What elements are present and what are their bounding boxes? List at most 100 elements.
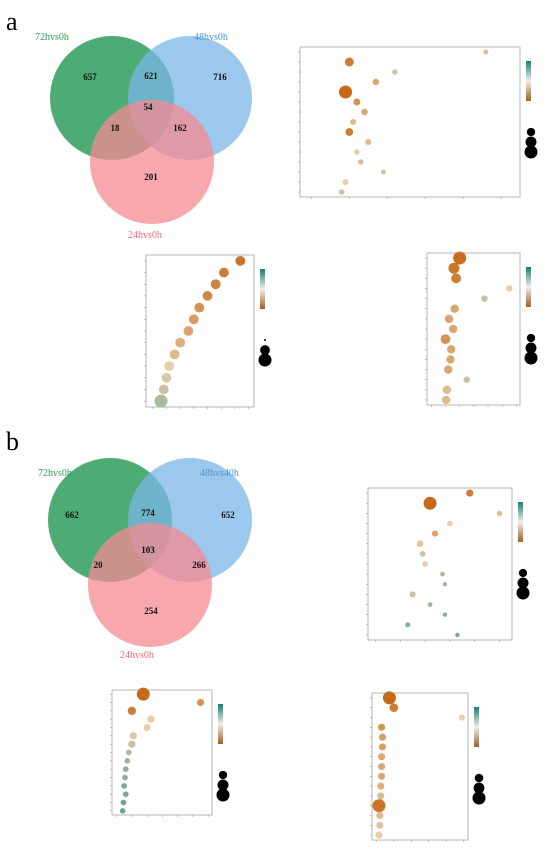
venn-b-count-only-a: 662 [65, 510, 79, 520]
data-point [344, 57, 354, 67]
data-point [427, 602, 433, 607]
data-point [377, 782, 385, 790]
data-point [361, 108, 368, 116]
venn-a-count-only-b: 716 [213, 72, 227, 82]
venn-diagram-a: 72hvs0h 48hvs0h 24hvs0h 657 716 201 621 … [35, 32, 252, 241]
data-point [446, 345, 456, 354]
panel-label-b: b [6, 427, 19, 456]
data-point [127, 706, 137, 716]
pvalue-colorbar [526, 61, 531, 101]
data-point [389, 703, 399, 712]
number-legend-dot [524, 145, 538, 159]
venn-b-label-2: 48hvs40h [200, 468, 239, 479]
venn-diagram-b: 72hvs0h 48hvs40h 24hvs0h 662 652 254 774… [38, 458, 252, 661]
data-point [431, 530, 439, 537]
data-point [440, 571, 445, 577]
data-point [169, 349, 180, 360]
data-point [378, 753, 386, 761]
venn-b-count-bc: 266 [192, 560, 206, 570]
data-point [122, 766, 129, 773]
data-point [442, 612, 448, 617]
pvalue-colorbar [218, 704, 223, 744]
data-point [354, 149, 360, 155]
data-point [466, 489, 474, 497]
data-point [154, 394, 168, 408]
data-point [121, 783, 128, 789]
data-point [219, 267, 229, 278]
plot-frame [367, 487, 513, 641]
data-point [143, 723, 151, 732]
venn-a-count-ab: 621 [144, 71, 158, 81]
number-legend-dot [525, 136, 537, 148]
pvalue-colorbar [526, 267, 531, 307]
bubble-plot-5 [110, 687, 230, 817]
data-point [444, 314, 454, 324]
data-point [458, 714, 465, 721]
data-point [183, 326, 194, 336]
data-point [235, 255, 246, 266]
venn-b-count-only-b: 652 [221, 510, 235, 520]
data-point [125, 749, 132, 756]
data-point [446, 355, 455, 364]
data-point [372, 78, 380, 86]
data-point [382, 691, 396, 705]
number-legend-dot [258, 353, 272, 367]
data-point [196, 698, 205, 707]
data-point [496, 510, 503, 516]
pvalue-colorbar [518, 502, 523, 542]
number-legend-dot [474, 773, 484, 783]
data-point [147, 715, 155, 723]
venn-a-count-only-c: 201 [144, 172, 158, 182]
data-point [122, 791, 129, 798]
panel-label-a: a [6, 7, 18, 36]
data-point [378, 723, 386, 731]
data-point [381, 169, 386, 175]
data-point [350, 118, 357, 126]
data-point [378, 772, 386, 780]
plot-frame [145, 254, 255, 408]
plot-frame [426, 252, 521, 406]
data-point [376, 821, 384, 829]
data-point [136, 687, 150, 701]
data-point [447, 520, 453, 527]
data-point [119, 808, 126, 814]
bubble-plot-3 [425, 251, 538, 407]
venn-b-circle-3 [88, 523, 212, 647]
data-point [194, 302, 205, 313]
data-point [342, 178, 349, 186]
number-legend-dot [526, 127, 536, 137]
bubble-plot-6 [370, 691, 486, 842]
pvalue-colorbar [260, 269, 265, 309]
data-point [422, 561, 429, 567]
data-point [378, 743, 387, 751]
number-legend-dot [217, 779, 229, 791]
data-point [175, 337, 186, 348]
number-legend-dot [526, 333, 536, 343]
data-point [202, 291, 213, 301]
number-legend-dot [518, 568, 528, 578]
data-point [357, 159, 364, 165]
data-point [120, 799, 127, 806]
data-point [423, 496, 437, 510]
data-point [448, 262, 460, 274]
number-legend-dot [472, 791, 486, 805]
data-point [158, 384, 169, 395]
data-point [506, 285, 513, 292]
venn-a-label-1: 72hvs0h [35, 32, 69, 43]
venn-a-label-3: 24hvs0h [128, 230, 162, 241]
data-point [376, 811, 384, 820]
data-point [449, 324, 458, 334]
venn-a-count-abc: 54 [144, 102, 154, 112]
data-point [451, 273, 461, 284]
data-point [440, 334, 451, 345]
venn-b-count-only-c: 254 [144, 606, 158, 616]
data-point [210, 279, 221, 290]
number-legend-dot [260, 345, 270, 355]
number-legend-dot [517, 577, 529, 589]
data-point [129, 732, 137, 740]
data-point [442, 385, 452, 394]
data-point [345, 128, 354, 136]
venn-b-count-ab: 774 [141, 508, 155, 518]
data-point [453, 251, 467, 265]
